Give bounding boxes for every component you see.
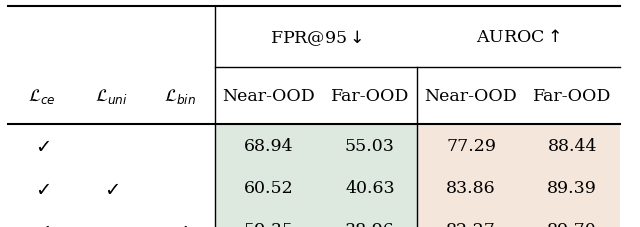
Text: 89.39: 89.39 xyxy=(547,179,597,196)
Text: AUROC$\uparrow$: AUROC$\uparrow$ xyxy=(476,29,561,46)
Text: 83.86: 83.86 xyxy=(446,179,496,196)
Text: Far-OOD: Far-OOD xyxy=(533,88,611,105)
Text: $\mathcal{L}_{uni}$: $\mathcal{L}_{uni}$ xyxy=(95,87,128,106)
Text: 38.96: 38.96 xyxy=(345,221,395,227)
Text: 82.27: 82.27 xyxy=(446,221,496,227)
Text: 68.94: 68.94 xyxy=(244,137,294,154)
Bar xyxy=(215,125,417,227)
Text: $\checkmark$: $\checkmark$ xyxy=(173,221,188,227)
Text: Near-OOD: Near-OOD xyxy=(223,88,315,105)
Text: 88.44: 88.44 xyxy=(547,137,597,154)
Text: 89.70: 89.70 xyxy=(547,221,597,227)
Bar xyxy=(417,125,620,227)
Text: $\checkmark$: $\checkmark$ xyxy=(35,137,50,155)
Text: Near-OOD: Near-OOD xyxy=(425,88,517,105)
Text: 40.63: 40.63 xyxy=(345,179,395,196)
Text: $\checkmark$: $\checkmark$ xyxy=(104,179,119,197)
Text: $\mathcal{L}_{ce}$: $\mathcal{L}_{ce}$ xyxy=(28,87,56,106)
Text: 60.52: 60.52 xyxy=(244,179,294,196)
Text: FPR@95$\downarrow$: FPR@95$\downarrow$ xyxy=(270,28,362,47)
Text: 55.03: 55.03 xyxy=(345,137,395,154)
Text: Far-OOD: Far-OOD xyxy=(331,88,409,105)
Text: $\mathcal{L}_{bin}$: $\mathcal{L}_{bin}$ xyxy=(164,87,196,106)
Text: 59.35: 59.35 xyxy=(244,221,294,227)
Text: 77.29: 77.29 xyxy=(446,137,496,154)
Text: $\checkmark$: $\checkmark$ xyxy=(35,179,50,197)
Text: $\checkmark$: $\checkmark$ xyxy=(35,221,50,227)
